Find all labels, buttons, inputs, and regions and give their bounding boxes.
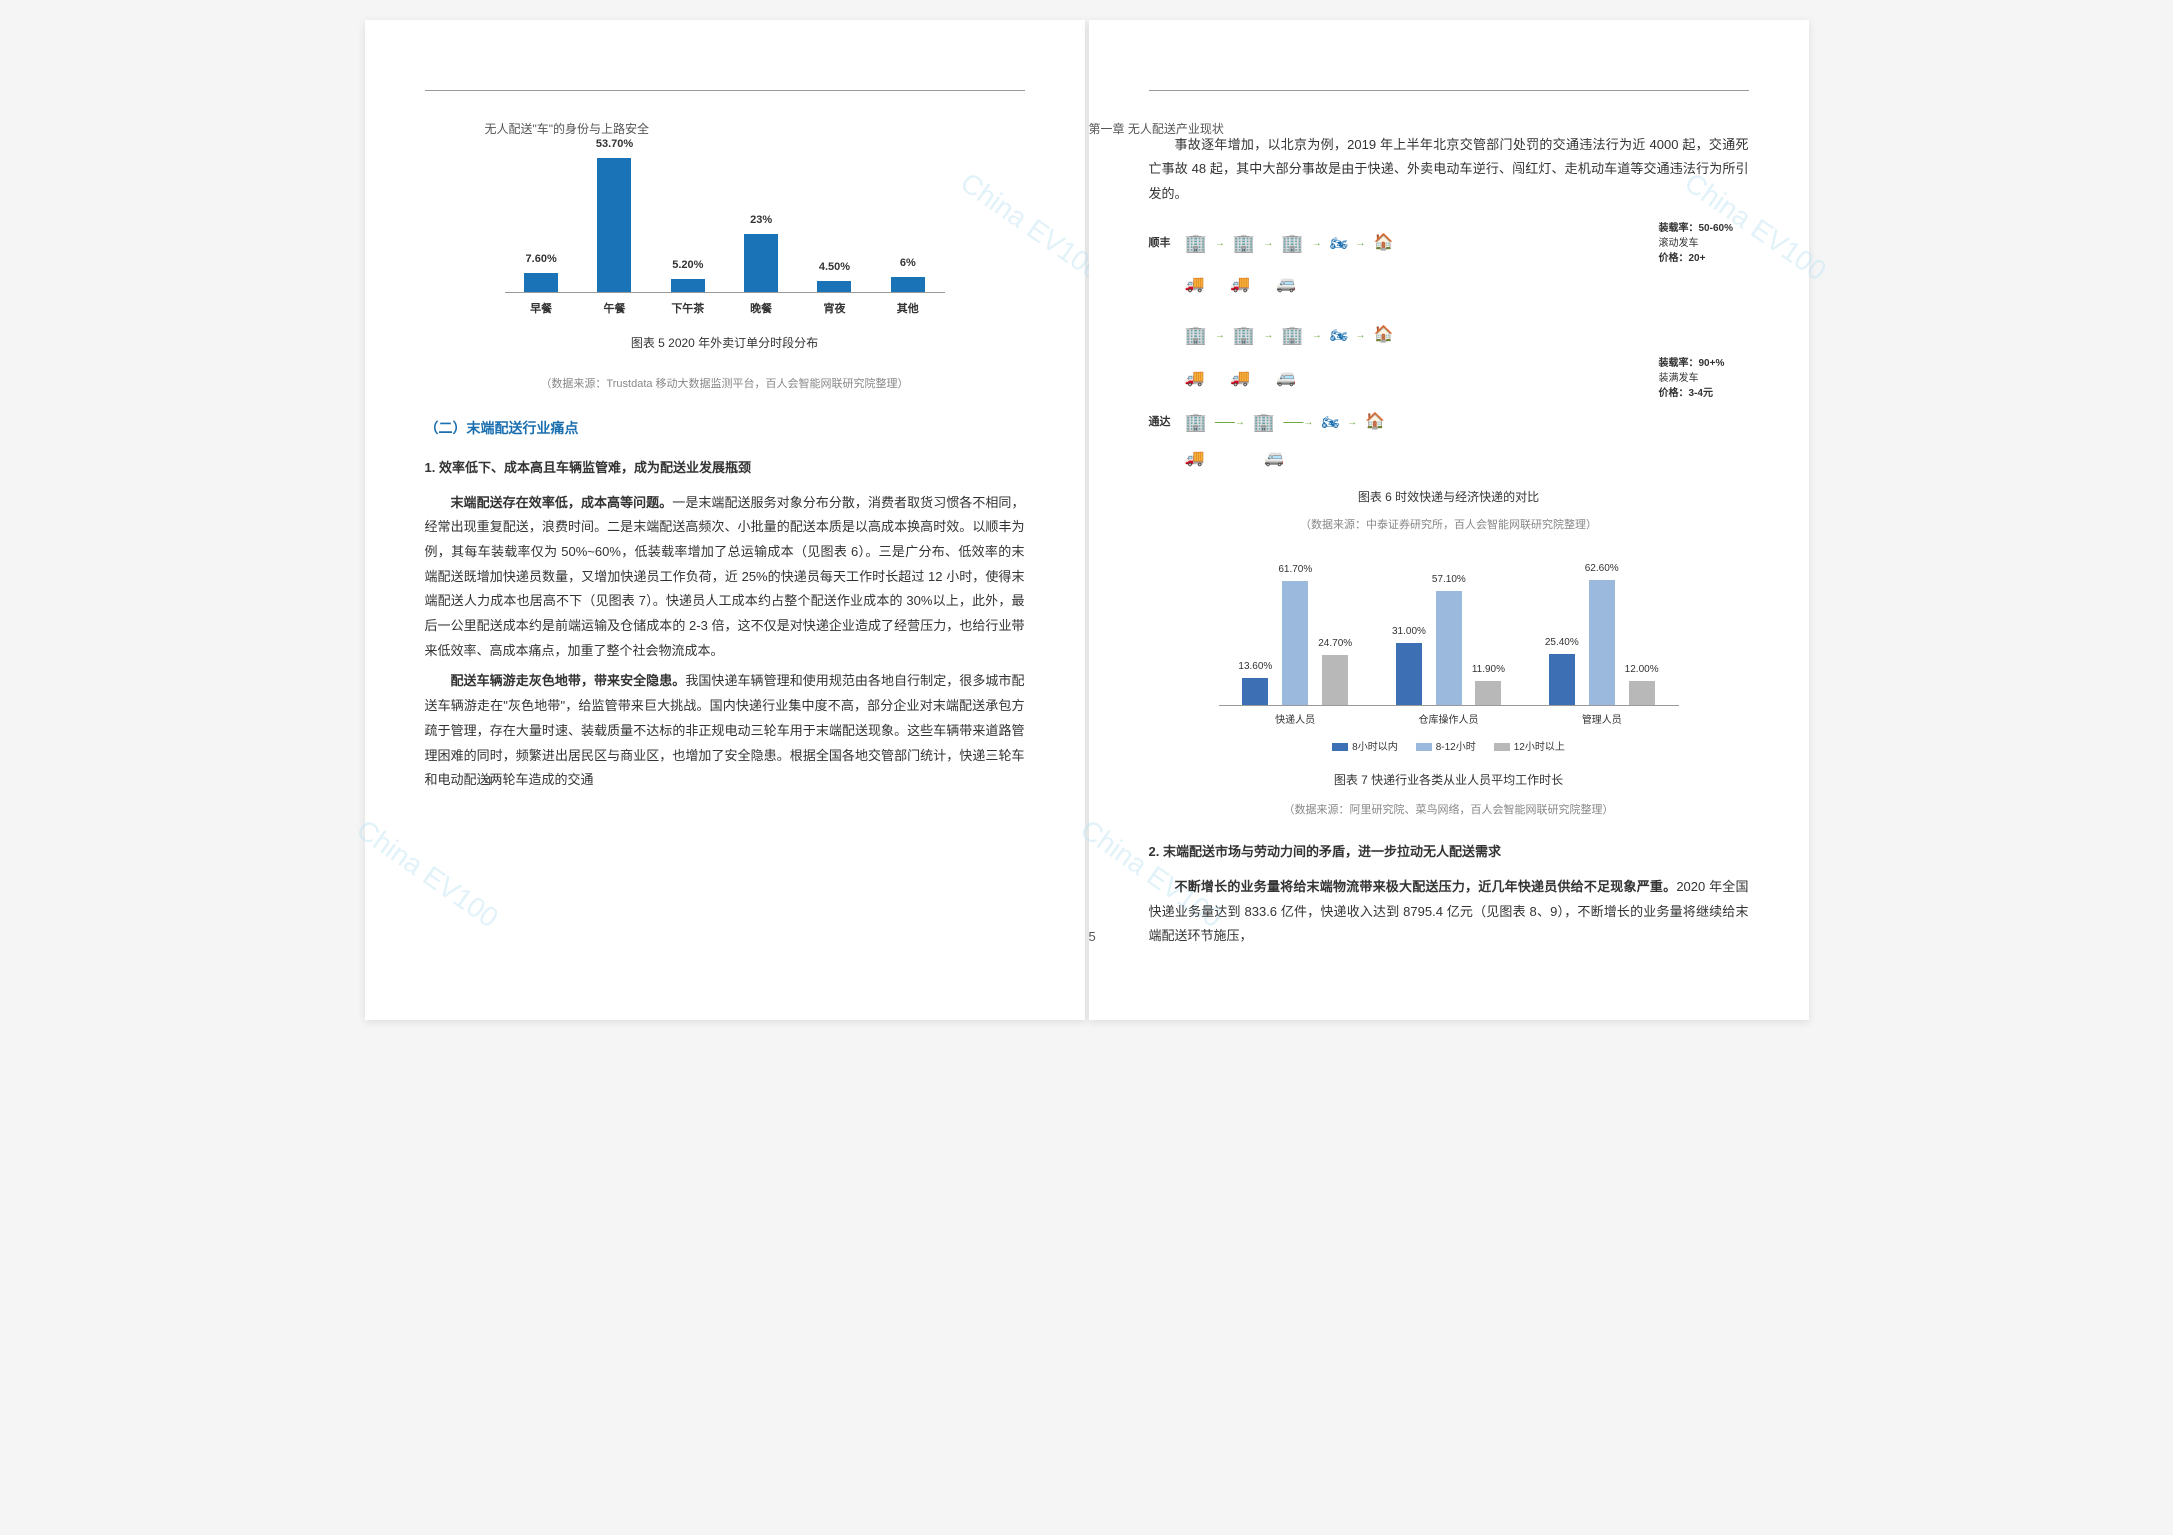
subsection-2: 2. 末端配送市场与劳动力间的矛盾，进一步拉动无人配送需求 — [1149, 840, 1749, 865]
subsection-1: 1. 效率低下、成本高且车辆监管难，成为配送业发展瓶颈 — [425, 456, 1025, 481]
watermark: China EV100 — [344, 804, 510, 942]
chart5-source: （数据来源：Trustdata 移动大数据监测平台，百人会智能网联研究院整理） — [425, 374, 1025, 395]
chart7-grouped-bar: 13.60%61.70%24.70%31.00%57.10%11.90%25.4… — [1219, 556, 1679, 792]
left-page: China EV100 China EV100 无人配送"车"的身份与上路安全 … — [365, 20, 1085, 1020]
chart6-diagram: 顺丰 🏢→ 🏢→ 🏢→ 🏍→ 🏠 装载率：50-60%滚动发车价格：20+ 🚚 … — [1149, 221, 1749, 474]
chart5-bar-chart: 7.60%53.70%5.20%23%4.50%6% 早餐午餐下午茶晚餐宵夜其他… — [505, 133, 945, 355]
diagram-info-sf: 装载率：50-60%滚动发车价格：20+ — [1659, 221, 1749, 266]
paragraph-top: 事故逐年增加，以北京为例，2019 年上半年北京交管部门处罚的交通违法行为近 4… — [1149, 133, 1749, 207]
chart6-source: （数据来源：中泰证券研究所，百人会智能网联研究院整理） — [1149, 515, 1749, 536]
diagram-info-td: 装载率：90+%装满发车价格：3-4元 — [1659, 356, 1749, 401]
page-number-right: 5 — [1089, 925, 1689, 950]
chart5-caption: 图表 5 2020 年外卖订单分时段分布 — [505, 332, 945, 355]
chart7-legend: 8小时以内8-12小时12小时以上 — [1219, 738, 1679, 757]
chart6-caption: 图表 6 时效快递与经济快递的对比 — [1149, 486, 1749, 509]
section-title-2: （二）末端配送行业痛点 — [425, 415, 1025, 442]
diagram-label-sf: 顺丰 — [1149, 233, 1179, 254]
right-page: China EV100 China EV100 第一章 无人配送产业现状 事故逐… — [1089, 20, 1809, 1020]
paragraph-1: 末端配送存在效率低，成本高等问题。一是末端配送服务对象分布分散，消费者取货习惯各… — [425, 491, 1025, 664]
page-number-left: 4 — [485, 769, 1085, 794]
chart7-source: （数据来源：阿里研究院、菜鸟网络，百人会智能网联研究院整理） — [1149, 800, 1749, 821]
diagram-label-td: 通达 — [1149, 412, 1179, 433]
chart7-caption: 图表 7 快递行业各类从业人员平均工作时长 — [1219, 769, 1679, 792]
